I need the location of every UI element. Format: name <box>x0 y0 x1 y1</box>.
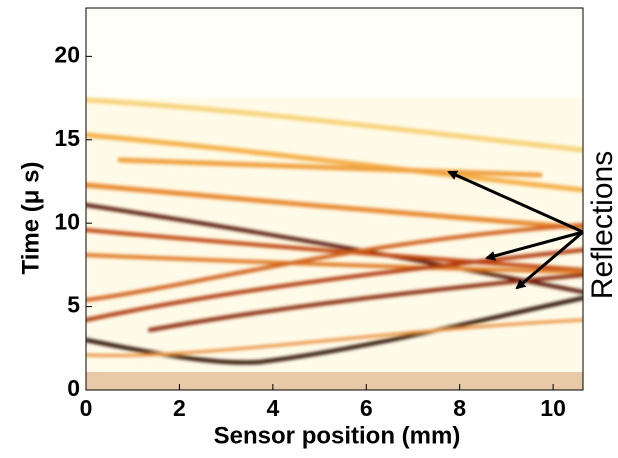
x-tick-label: 0 <box>80 395 93 421</box>
y-tick-label: 10 <box>54 208 80 234</box>
y-tick-label: 15 <box>54 125 80 151</box>
y-tick-label: 5 <box>67 292 80 318</box>
x-tick-label: 6 <box>360 395 373 421</box>
reflection-arrows <box>447 170 584 290</box>
x-axis-label: Sensor position (mm) <box>214 422 461 449</box>
heatmap-image <box>86 8 583 390</box>
y-tick-label: 20 <box>54 41 80 67</box>
y-tick-label: 0 <box>67 375 80 401</box>
x-tick-label: 10 <box>540 395 566 421</box>
x-tick-label: 2 <box>173 395 186 421</box>
y-axis-label: Time (μ s) <box>17 162 44 275</box>
plot-frame <box>85 7 584 391</box>
x-tick-label: 8 <box>453 395 466 421</box>
annotation: Reflections <box>586 151 618 299</box>
x-tick-label: 4 <box>266 395 279 421</box>
